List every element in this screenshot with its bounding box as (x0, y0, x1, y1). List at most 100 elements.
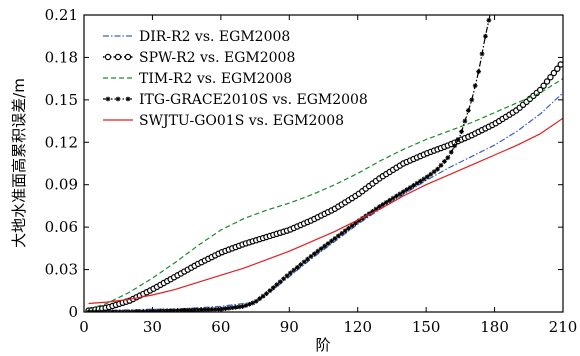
data-point (421, 176, 427, 182)
data-point (353, 220, 358, 226)
x-tick-label: 120 (343, 318, 372, 336)
data-point (298, 262, 304, 268)
data-point (308, 253, 314, 259)
data-point (212, 306, 218, 312)
data-point (387, 197, 393, 203)
data-point (407, 185, 413, 190)
data-point (192, 307, 198, 312)
y-tick-label: 0.18 (45, 48, 78, 66)
data-point (373, 206, 379, 212)
data-point (181, 307, 187, 312)
data-point (243, 303, 249, 308)
data-point (253, 298, 259, 304)
data-point (486, 17, 492, 23)
data-point (311, 251, 317, 257)
data-point (543, 78, 551, 85)
series-4 (88, 117, 563, 305)
data-point (216, 306, 221, 312)
data-point (294, 264, 300, 270)
series-3 (86, 9, 495, 312)
data-point (465, 108, 471, 113)
data-point (322, 243, 328, 249)
data-point (476, 69, 482, 74)
data-point (366, 211, 372, 217)
data-point (124, 53, 132, 61)
legend-item: TIM-R2 vs. EGM2008 (103, 71, 292, 87)
data-point (158, 308, 163, 312)
data-point (105, 96, 111, 102)
plot-frame (83, 14, 564, 313)
x-tick-label: 210 (549, 318, 578, 336)
data-point (550, 69, 558, 77)
data-point (557, 61, 563, 68)
data-point (383, 199, 389, 205)
x-tick-label: 30 (143, 318, 162, 336)
data-point (260, 293, 266, 299)
data-point (250, 300, 256, 306)
data-point (277, 279, 283, 285)
data-point (397, 191, 403, 197)
data-point (370, 208, 375, 214)
data-point (490, 9, 495, 14)
data-point (202, 307, 208, 312)
data-point (151, 308, 156, 312)
y-tick-label: 0 (68, 303, 78, 321)
data-point (125, 96, 131, 102)
data-point (178, 308, 184, 312)
data-point (547, 74, 554, 81)
data-point (400, 189, 406, 195)
data-point (281, 276, 286, 282)
data-point (540, 82, 547, 89)
data-point (428, 171, 434, 177)
data-point (115, 96, 121, 102)
data-point (431, 169, 437, 175)
y-tick-label: 0.21 (45, 6, 78, 24)
data-point (240, 304, 245, 309)
data-point (339, 230, 345, 236)
data-point (445, 155, 451, 161)
data-point (349, 223, 355, 229)
data-point (161, 308, 167, 312)
y-tick-label: 0.06 (45, 218, 78, 236)
legend-item: ITG-GRACE2010S vs. EGM2008 (103, 92, 368, 108)
data-point (236, 304, 242, 310)
data-point (318, 246, 324, 252)
x-tick-label: 90 (280, 318, 299, 336)
y-tick-label: 0.15 (45, 91, 78, 109)
data-point (246, 301, 252, 307)
data-point (114, 53, 122, 61)
data-point (441, 159, 447, 164)
y-tick-label: 0.12 (45, 133, 78, 151)
data-point (305, 256, 310, 262)
data-point (455, 137, 461, 142)
data-point (332, 236, 338, 241)
data-point (325, 241, 331, 246)
data-point (380, 202, 386, 207)
data-point (199, 307, 204, 312)
legend-item: DIR-R2 vs. EGM2008 (103, 29, 290, 45)
data-point (452, 143, 458, 149)
legend-label: SWJTU-GO01S vs. EGM2008 (139, 113, 344, 129)
data-point (346, 225, 351, 231)
data-point (168, 308, 174, 312)
data-point (554, 65, 561, 72)
series-0 (88, 92, 563, 312)
legend-label: TIM-R2 vs. EGM2008 (139, 71, 292, 87)
data-point (205, 307, 211, 312)
data-point (188, 307, 194, 312)
legend-item: SWJTU-GO01S vs. EGM2008 (103, 113, 344, 129)
data-point (469, 97, 475, 103)
x-tick-label: 150 (412, 318, 441, 336)
data-point (264, 291, 269, 297)
data-point (233, 304, 239, 310)
data-point (154, 308, 160, 312)
data-point (394, 193, 399, 199)
series-1 (85, 61, 563, 312)
data-point (284, 273, 290, 279)
data-point (226, 305, 232, 311)
data-point (195, 307, 201, 312)
data-point (376, 204, 382, 210)
data-point (223, 306, 228, 312)
series-line (88, 117, 563, 305)
